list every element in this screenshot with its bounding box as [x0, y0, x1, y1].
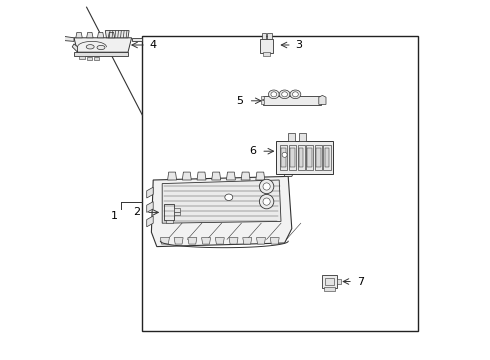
Text: 4: 4 [149, 40, 157, 50]
Circle shape [282, 152, 287, 157]
Bar [164, 204, 174, 220]
Bar [260, 39, 273, 53]
Bar [316, 148, 320, 167]
Polygon shape [241, 172, 250, 180]
Bar [275, 141, 333, 174]
Polygon shape [201, 238, 211, 244]
Bar [281, 148, 286, 167]
Polygon shape [229, 238, 238, 244]
Polygon shape [108, 32, 115, 38]
Polygon shape [212, 172, 220, 180]
Ellipse shape [293, 92, 298, 97]
Text: 7: 7 [357, 276, 365, 287]
Bar [298, 148, 303, 167]
Ellipse shape [225, 194, 233, 201]
Ellipse shape [86, 45, 94, 49]
Polygon shape [87, 32, 93, 38]
Bar [307, 148, 312, 167]
Polygon shape [76, 32, 82, 38]
Polygon shape [147, 187, 153, 198]
Polygon shape [151, 176, 292, 247]
Bar [268, 33, 271, 39]
Ellipse shape [97, 45, 105, 50]
Polygon shape [168, 172, 176, 180]
Polygon shape [188, 238, 197, 244]
Polygon shape [74, 38, 132, 52]
Polygon shape [61, 36, 74, 41]
Polygon shape [319, 95, 326, 104]
Text: 1: 1 [111, 211, 118, 221]
Ellipse shape [290, 90, 301, 99]
Polygon shape [132, 38, 143, 41]
Bar [79, 56, 85, 59]
Bar [324, 287, 335, 291]
Polygon shape [243, 238, 252, 244]
Polygon shape [147, 216, 153, 227]
Bar [297, 145, 305, 170]
Polygon shape [72, 44, 77, 52]
Bar [323, 145, 331, 170]
Bar [280, 145, 288, 170]
Polygon shape [197, 172, 206, 180]
Polygon shape [105, 31, 129, 38]
Ellipse shape [271, 92, 277, 97]
Ellipse shape [279, 90, 290, 99]
Bar [143, 36, 418, 331]
Polygon shape [174, 238, 183, 244]
Bar [288, 133, 295, 141]
Circle shape [263, 198, 270, 205]
Circle shape [259, 194, 274, 209]
Bar [324, 148, 329, 167]
Circle shape [263, 183, 270, 190]
Text: 3: 3 [295, 40, 302, 50]
Bar [263, 52, 270, 56]
Bar [261, 100, 264, 104]
Bar [261, 96, 264, 99]
Polygon shape [160, 238, 170, 244]
Bar [322, 275, 337, 288]
Bar [262, 33, 266, 39]
Text: 2: 2 [133, 207, 141, 217]
Polygon shape [74, 52, 128, 56]
Polygon shape [162, 180, 281, 223]
Ellipse shape [269, 90, 279, 99]
Bar [94, 57, 99, 60]
Bar [263, 96, 320, 105]
Polygon shape [270, 238, 279, 244]
Ellipse shape [282, 92, 288, 97]
Bar [315, 145, 322, 170]
Polygon shape [226, 172, 235, 180]
Polygon shape [256, 172, 265, 180]
Bar [166, 220, 173, 223]
Polygon shape [98, 32, 104, 38]
Bar [325, 278, 334, 285]
Bar [337, 279, 341, 284]
Bar [289, 145, 296, 170]
Text: 5: 5 [236, 96, 243, 106]
Bar [306, 145, 314, 170]
Bar [290, 148, 294, 167]
Text: 6: 6 [249, 146, 256, 156]
Bar [174, 208, 180, 212]
Polygon shape [285, 158, 299, 176]
Polygon shape [182, 172, 191, 180]
Polygon shape [147, 202, 153, 212]
Polygon shape [215, 238, 224, 244]
Bar [174, 212, 180, 215]
Bar [299, 133, 306, 141]
Bar [87, 57, 92, 60]
Polygon shape [256, 238, 266, 244]
Circle shape [259, 179, 274, 194]
